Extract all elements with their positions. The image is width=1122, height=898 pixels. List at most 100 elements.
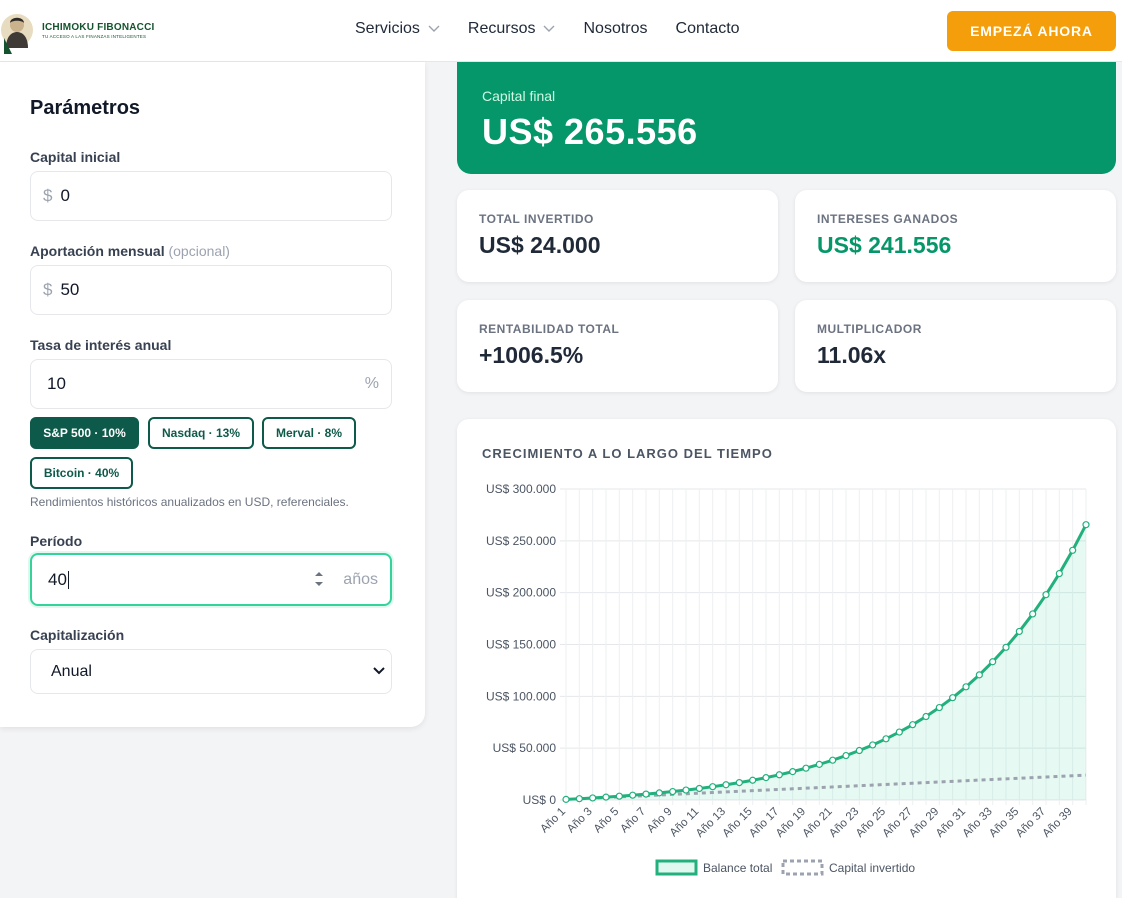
- brand-tagline: TU ACCESO A LAS FINANZAS INTELIGENTES: [42, 34, 147, 39]
- stat-label: INTERESES GANADOS: [817, 212, 959, 226]
- balance-point: [829, 756, 837, 764]
- params-title: Parámetros: [30, 97, 141, 119]
- balance-point: [775, 771, 783, 779]
- percent-suffix: %: [364, 375, 379, 392]
- balance-point: [815, 760, 823, 768]
- compounding-select[interactable]: Anual: [30, 649, 392, 694]
- balance-point: [562, 795, 570, 803]
- preset-bitcoin-button[interactable]: Bitcoin · 40%: [30, 457, 133, 489]
- legend-invested-label: Capital invertido: [829, 861, 915, 875]
- balance-point: [1042, 591, 1050, 599]
- monthly-label: Aportación mensual (opcional): [30, 243, 230, 259]
- balance-point: [1002, 643, 1010, 651]
- balance-point: [975, 671, 983, 679]
- stat-label: MULTIPLICADOR: [817, 322, 922, 336]
- balance-point: [1082, 521, 1090, 529]
- empeza-ahora-button[interactable]: EMPEZÁ AHORA: [947, 11, 1116, 51]
- stat-label: TOTAL INVERTIDO: [479, 212, 594, 226]
- x-tick-label: Año 7: [618, 806, 648, 836]
- balance-point: [909, 721, 917, 729]
- period-value: 40: [48, 569, 67, 589]
- balance-point: [989, 658, 997, 666]
- rate-label: Tasa de interés anual: [30, 337, 172, 353]
- y-tick-label: US$ 300.000: [486, 482, 556, 496]
- nav-nosotros[interactable]: Nosotros: [583, 20, 647, 38]
- balance-point: [882, 735, 890, 743]
- compounding-value: Anual: [51, 662, 92, 680]
- balance-point: [615, 792, 623, 800]
- stat-value: US$ 241.556: [817, 232, 952, 258]
- balance-point: [789, 768, 797, 776]
- preset-sp500-button[interactable]: S&P 500 · 10%: [30, 417, 139, 449]
- nav-label: Servicios: [355, 20, 420, 37]
- balance-line: [565, 524, 1088, 801]
- balance-point: [669, 787, 677, 796]
- number-spinner-icon[interactable]: [314, 569, 324, 589]
- balance-point: [749, 776, 757, 784]
- monthly-value: 50: [60, 280, 80, 299]
- balance-point: [922, 712, 930, 721]
- rate-value: 10: [47, 374, 66, 393]
- currency-prefix: $: [43, 280, 53, 299]
- legend-balance-swatch: [655, 859, 698, 876]
- legend-invested-swatch: [781, 859, 824, 876]
- balance-point: [735, 778, 743, 787]
- y-tick-label: US$ 250.000: [486, 534, 556, 548]
- balance-point: [962, 683, 970, 691]
- nav-recursos[interactable]: Recursos: [468, 20, 556, 38]
- site-header: ICHIMOKU FIBONACCI TU ACCESO A LAS FINAN…: [0, 0, 1122, 62]
- parameters-panel: Parámetros Capital inicial $ 0 Aportació…: [0, 62, 425, 727]
- monthly-label-text: Aportación mensual: [30, 243, 165, 259]
- balance-point: [722, 781, 730, 789]
- y-tick-label: US$ 100.000: [486, 689, 556, 703]
- balance-point: [855, 746, 863, 755]
- capital-input[interactable]: $ 0: [30, 171, 392, 221]
- balance-point: [629, 791, 637, 799]
- nav-label: Contacto: [675, 20, 740, 37]
- invested-line: [565, 773, 1087, 801]
- chevron-down-icon: [428, 25, 440, 32]
- period-label: Período: [30, 533, 83, 549]
- x-tick-label: Año 3: [565, 806, 595, 836]
- final-capital-value: US$ 265.556: [482, 111, 698, 152]
- nav-servicios[interactable]: Servicios: [355, 20, 440, 38]
- main-nav: Servicios Recursos Nosotros Contacto: [355, 20, 740, 38]
- growth-chart: US$ 0 US$ 50.000 US$ 100.000 US$ 150.000 US$…: [486, 482, 1090, 876]
- final-capital-card: Capital final US$ 265.556: [457, 62, 1116, 174]
- nav-contacto[interactable]: Contacto: [676, 20, 740, 38]
- multiplier-card: MULTIPLICADOR 11.06x: [795, 300, 1116, 392]
- text-caret: [67, 570, 69, 589]
- chevron-down-icon: [543, 25, 555, 32]
- monthly-input[interactable]: $ 50: [30, 265, 392, 315]
- balance-point: [1029, 610, 1037, 618]
- balance-point: [602, 793, 610, 801]
- balance-point: [655, 789, 663, 797]
- y-tick-label: US$ 0: [523, 793, 557, 807]
- balance-point: [695, 784, 703, 793]
- preset-merval-button[interactable]: Merval · 8%: [262, 417, 356, 449]
- x-tick-label: Año 39: [1041, 806, 1075, 840]
- rate-input[interactable]: 10 %: [30, 359, 392, 409]
- total-invested-card: TOTAL INVERTIDO US$ 24.000: [457, 190, 778, 282]
- stat-value: 11.06x: [817, 342, 887, 368]
- logo-emblem-icon: [1, 14, 33, 54]
- stat-value: US$ 24.000: [479, 232, 601, 258]
- period-input[interactable]: 40 años: [30, 553, 392, 606]
- x-tick-label: Año 1: [538, 806, 568, 836]
- compounding-label: Capitalización: [30, 627, 125, 643]
- brand-logo[interactable]: ICHIMOKU FIBONACCI TU ACCESO A LAS FINAN…: [0, 8, 170, 54]
- y-tick-label: US$ 150.000: [486, 638, 556, 652]
- balance-point: [575, 795, 583, 803]
- preset-nasdaq-button[interactable]: Nasdaq · 13%: [148, 417, 254, 449]
- nav-label: Nosotros: [583, 20, 648, 37]
- brand-name: ICHIMOKU FIBONACCI: [42, 22, 155, 33]
- y-tick-label: US$ 200.000: [486, 586, 556, 600]
- currency-prefix: $: [43, 186, 53, 205]
- legend-balance-label: Balance total: [703, 861, 772, 875]
- stat-value: +1006.5%: [479, 342, 584, 368]
- balance-point: [895, 728, 903, 736]
- balance-area: [566, 524, 1086, 800]
- x-tick-label: Año 5: [592, 806, 622, 836]
- interest-earned-card: INTERESES GANADOS US$ 241.556: [795, 190, 1116, 282]
